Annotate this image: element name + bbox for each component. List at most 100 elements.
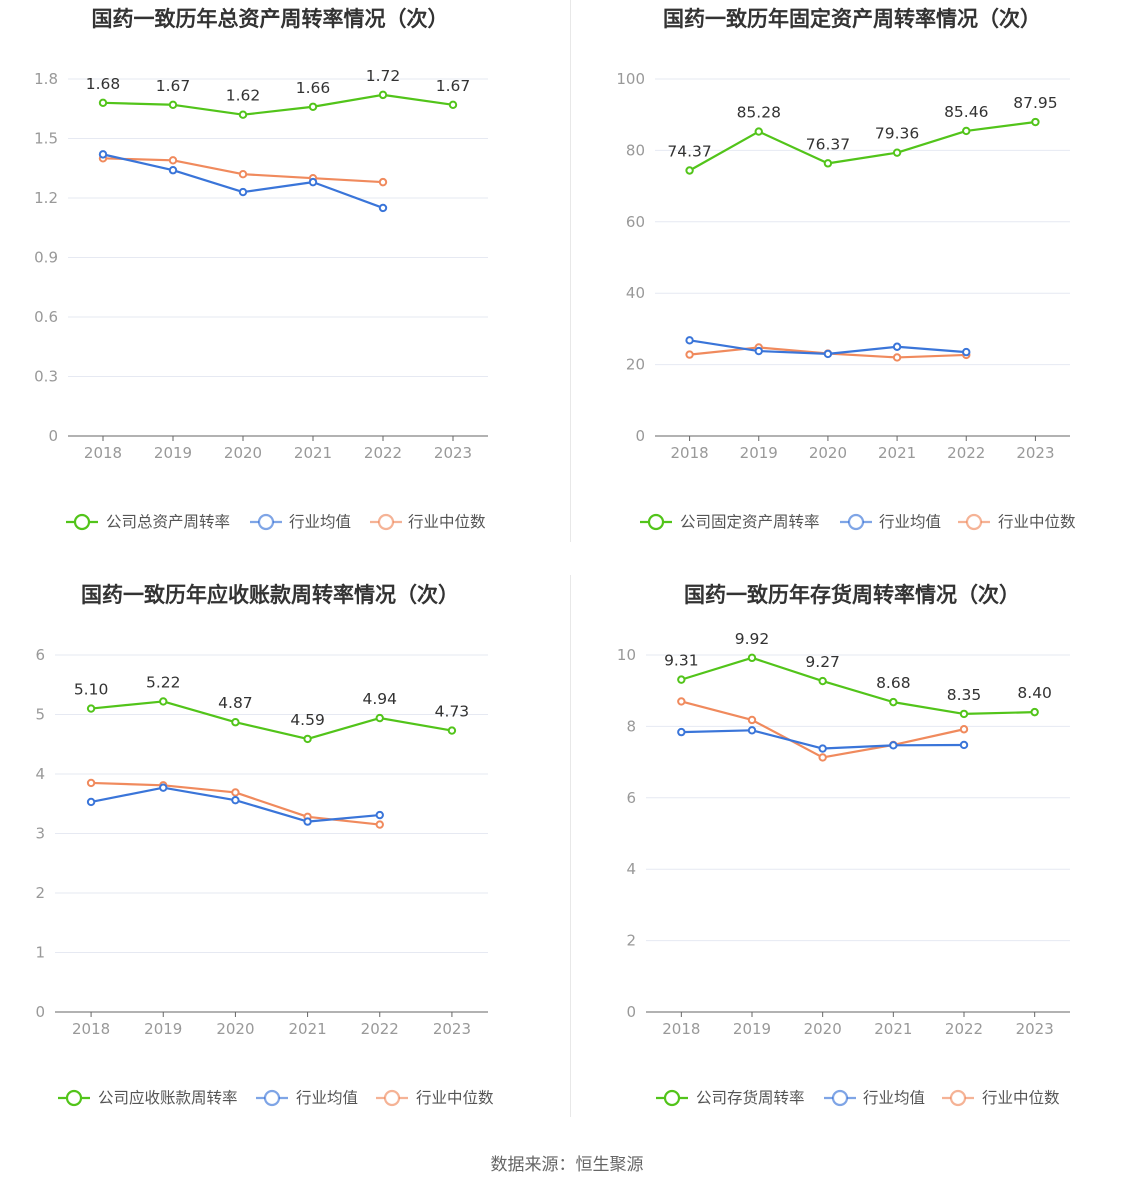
y-tick-label: 0 (626, 1003, 636, 1021)
x-tick-label: 2018 (662, 1020, 700, 1038)
legend-marker (965, 513, 983, 531)
legend-item-1: 公司总资产周转率 (66, 513, 230, 531)
x-tick-label: 2020 (224, 444, 262, 462)
legend-marker (647, 513, 665, 531)
data-point-3 (685, 350, 694, 359)
data-point-2 (959, 740, 969, 750)
data-point-1 (685, 166, 694, 175)
series-line-2 (102, 153, 384, 209)
x-tick-label: 2018 (670, 444, 708, 462)
data-point-1 (238, 110, 248, 119)
legend-marker (663, 1089, 681, 1107)
data-point-3 (231, 788, 240, 797)
legend-item-1: 公司存货周转率 (656, 1089, 805, 1107)
legend-marker (847, 513, 865, 531)
data-label: 4.87 (218, 694, 253, 712)
data-point-2 (747, 726, 757, 735)
y-tick-label: 0.6 (34, 308, 58, 326)
data-point-1 (375, 713, 384, 723)
legend-marker (383, 1089, 401, 1107)
data-point-1 (308, 102, 318, 111)
data-point-3 (86, 778, 96, 788)
data-label: 85.46 (944, 103, 988, 121)
data-label: 79.36 (875, 125, 919, 143)
data-point-1 (98, 98, 108, 108)
y-tick-label: 4 (626, 860, 636, 878)
series-line-1 (689, 120, 1036, 172)
data-point-1 (818, 676, 827, 686)
legend-label: 公司应收账款周转率 (98, 1088, 238, 1107)
y-tick-label: 2 (626, 932, 636, 950)
x-tick-label: 2022 (361, 1020, 399, 1038)
x-tick-label: 2022 (364, 444, 402, 462)
x-tick-label: 2019 (733, 1020, 771, 1038)
data-point-2 (303, 817, 312, 826)
chart-title: 国药一致历年总资产周转率情况（次） (92, 7, 449, 31)
legend-label: 行业均值 (863, 1089, 925, 1107)
data-point-3 (892, 353, 902, 362)
data-point-2 (159, 783, 168, 792)
data-label: 8.35 (947, 686, 982, 704)
data-point-1 (892, 148, 902, 157)
y-tick-label: 0 (48, 427, 58, 445)
x-tick-label: 2020 (804, 1020, 842, 1038)
x-tick-label: 2020 (216, 1020, 254, 1038)
data-label: 74.37 (667, 142, 711, 160)
data-point-3 (747, 715, 757, 725)
data-point-1 (677, 675, 686, 684)
legend-item-2: 行业均值 (256, 1089, 358, 1107)
legend-marker (257, 513, 275, 531)
data-point-1 (754, 127, 763, 136)
data-point-1 (168, 100, 178, 109)
chart-title: 国药一致历年存货周转率情况（次） (684, 583, 1020, 607)
data-label: 76.37 (806, 135, 850, 153)
data-point-2 (823, 349, 833, 359)
data-label: 8.40 (1017, 684, 1052, 702)
data-label: 1.72 (366, 67, 401, 85)
legend-label: 行业均值 (296, 1089, 358, 1107)
data-label: 1.62 (226, 87, 261, 105)
data-point-2 (685, 336, 694, 345)
y-tick-label: 1.8 (34, 70, 58, 88)
legend-label: 公司固定资产周转率 (680, 513, 820, 531)
x-tick-label: 2021 (878, 444, 916, 462)
x-tick-label: 2022 (947, 444, 985, 462)
chart-panel-2: 国药一致历年固定资产周转率情况（次） 0 20 40 60 80 100 2018 2019 20… (616, 7, 1076, 531)
legend-label: 公司总资产周转率 (106, 513, 230, 531)
data-point-3 (375, 820, 384, 829)
chart-title: 国药一致历年固定资产周转率情况（次） (663, 7, 1041, 31)
vertical-divider-top (570, 0, 571, 542)
data-point-1 (959, 709, 969, 719)
legend-item-2: 行业均值 (250, 513, 351, 531)
chart-title: 国药一致历年应收账款周转率情况（次） (81, 583, 459, 607)
legend-item-2: 行业均值 (824, 1089, 925, 1107)
series-line-1 (102, 93, 454, 116)
y-tick-label: 40 (626, 284, 645, 302)
series-line-1 (681, 656, 1035, 716)
data-label: 8.68 (876, 674, 911, 692)
data-point-1 (1031, 117, 1040, 127)
x-tick-label: 2021 (288, 1020, 326, 1038)
legend-item-3: 行业中位数 (958, 513, 1076, 531)
legend-marker (831, 1089, 849, 1107)
data-label: 9.27 (805, 653, 840, 671)
y-tick-label: 1.5 (34, 130, 58, 148)
legend-marker (377, 513, 395, 531)
legend-label: 行业中位数 (998, 513, 1076, 531)
legend-item-1: 公司应收账款周转率 (58, 1088, 238, 1107)
y-tick-label: 80 (626, 141, 645, 159)
y-tick-label: 2 (35, 884, 45, 902)
data-label: 87.95 (1013, 94, 1057, 112)
data-label: 9.92 (735, 630, 770, 648)
y-tick-label: 60 (626, 213, 645, 231)
data-point-3 (168, 156, 178, 165)
y-tick-label: 8 (626, 717, 636, 735)
x-tick-label: 2023 (1016, 444, 1054, 462)
data-point-2 (378, 203, 388, 213)
data-source-note: 数据来源：恒生聚源 (490, 1155, 644, 1175)
y-tick-label: 0.9 (34, 249, 58, 267)
y-tick-label: 0.3 (34, 368, 58, 386)
data-point-2 (98, 150, 108, 159)
x-tick-label: 2023 (433, 1020, 471, 1038)
